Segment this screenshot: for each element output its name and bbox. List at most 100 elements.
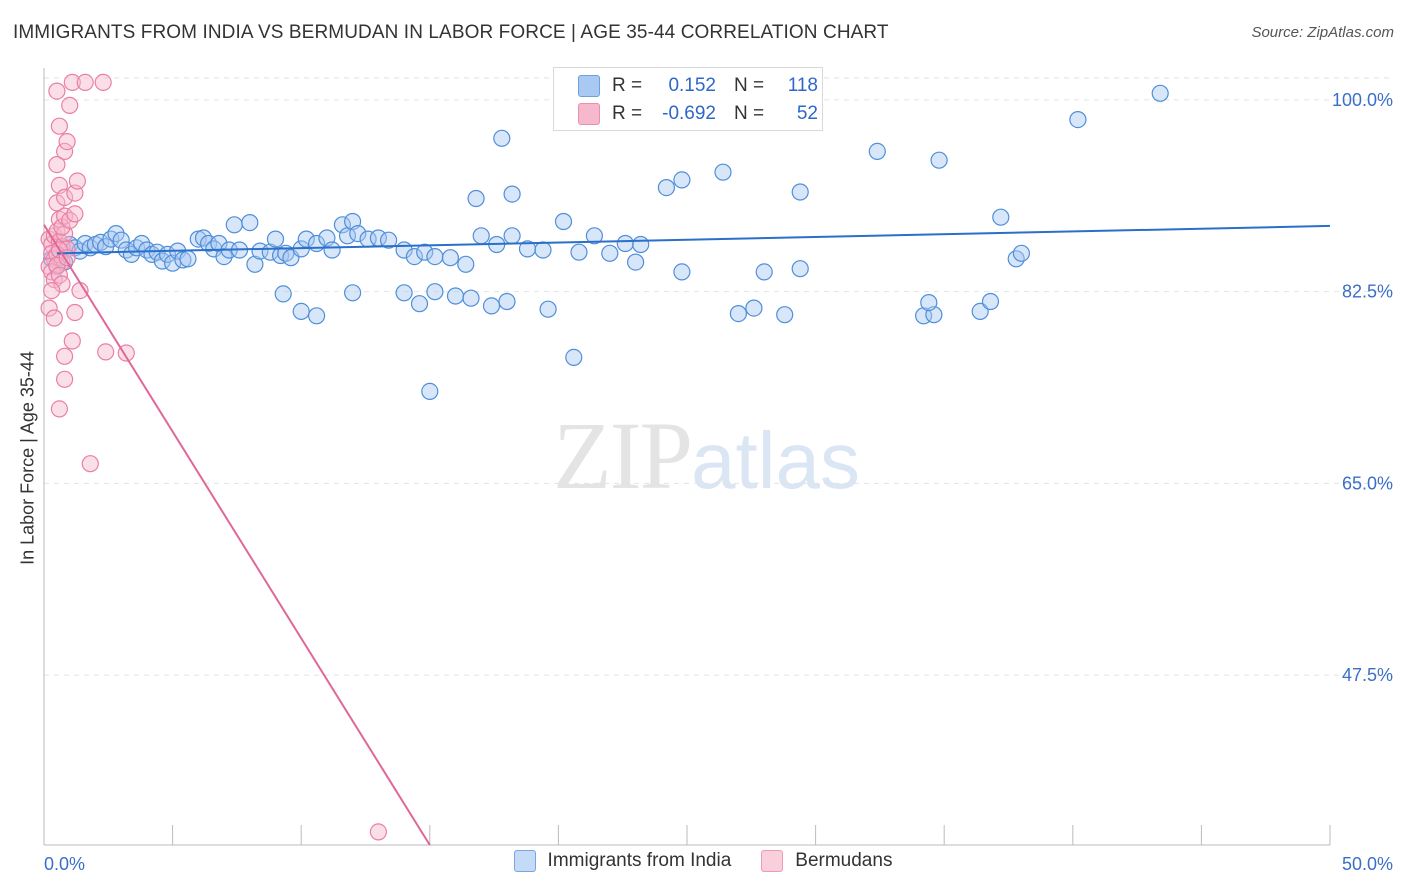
series-legend-bermudans[interactable]: Bermudans — [761, 850, 892, 872]
data-point — [616, 234, 634, 253]
data-point — [441, 249, 459, 267]
data-point — [1012, 244, 1031, 262]
series-name-bermudans: Bermudans — [795, 850, 893, 871]
data-point — [58, 133, 76, 151]
data-point — [714, 163, 732, 181]
data-point — [55, 370, 74, 388]
data-point — [274, 285, 292, 303]
data-point — [55, 347, 74, 365]
legend-swatch-india — [578, 75, 600, 97]
series-swatch-india — [513, 850, 536, 872]
series-india — [43, 84, 1169, 400]
data-point — [729, 305, 748, 323]
data-point — [868, 142, 886, 160]
data-point — [50, 117, 69, 135]
y-tick-label: 47.5% — [1342, 665, 1393, 685]
legend-r-value: -0.692 — [662, 103, 716, 124]
data-point — [498, 292, 516, 311]
data-point — [292, 302, 310, 320]
data-point — [1151, 84, 1169, 102]
data-point — [323, 241, 341, 259]
data-point — [63, 332, 81, 350]
data-point — [626, 253, 645, 271]
legend-n-value: 118 — [787, 75, 818, 96]
data-point — [97, 343, 115, 361]
data-point — [48, 156, 66, 174]
series-legend-india[interactable]: Immigrants from India — [513, 850, 731, 872]
data-point — [981, 292, 1000, 311]
data-point — [1069, 110, 1087, 129]
data-point — [55, 142, 74, 160]
trend-lines — [43, 224, 1331, 846]
legend-row-india: R = 0.152 N = 118 — [578, 72, 818, 100]
data-point — [467, 189, 485, 208]
data-point — [63, 73, 81, 92]
legend-r-label: R = — [612, 103, 643, 124]
correlation-legend: R = 0.152 N = 118 R = -0.692 N = 52 — [553, 67, 823, 131]
data-point — [94, 73, 112, 92]
data-point — [333, 216, 351, 234]
watermark: ZIPatlas — [553, 400, 860, 511]
data-point — [266, 230, 285, 248]
tick-labels: 47.5% 65.0% 82.5% 100.0% 0.0% 50.0% — [44, 90, 1393, 874]
chart-title: IMMIGRANTS FROM INDIA VS BERMUDAN IN LAB… — [13, 22, 889, 43]
data-point — [503, 227, 521, 245]
data-point — [45, 309, 63, 327]
watermark-zip: ZIP — [553, 402, 693, 509]
data-point — [380, 231, 398, 249]
data-point — [210, 234, 228, 253]
data-point — [791, 260, 809, 278]
data-point — [457, 255, 475, 273]
data-point — [565, 348, 583, 366]
legend-r-label: R = — [612, 75, 643, 96]
data-points — [40, 73, 1169, 841]
x-tick-label: 50.0% — [1342, 854, 1393, 874]
data-point — [920, 294, 938, 312]
data-point — [349, 225, 367, 243]
data-point — [48, 82, 66, 100]
data-point — [76, 73, 94, 92]
data-point — [503, 185, 521, 203]
series-bermudans — [40, 73, 387, 841]
data-point — [570, 243, 588, 261]
data-point — [554, 212, 573, 231]
data-point — [81, 455, 99, 473]
data-point — [446, 287, 465, 305]
data-point — [43, 282, 61, 300]
data-point — [673, 263, 691, 281]
data-point — [673, 171, 691, 189]
data-point — [992, 208, 1010, 226]
data-point — [405, 248, 423, 266]
data-point — [50, 400, 69, 418]
data-point — [112, 231, 130, 249]
data-point — [539, 300, 557, 318]
data-point — [40, 299, 58, 317]
trend-line-india — [56, 224, 1331, 255]
data-point — [534, 241, 552, 259]
trend-line-bermudans — [43, 224, 431, 846]
data-point — [426, 283, 444, 301]
series-swatch-bermudans — [761, 850, 784, 872]
data-point — [68, 172, 87, 190]
axes — [43, 68, 1331, 846]
y-tick-label: 100.0% — [1332, 90, 1393, 110]
y-tick-label: 65.0% — [1342, 473, 1393, 493]
data-point — [53, 275, 71, 293]
data-point — [482, 297, 501, 315]
x-tick-label: 0.0% — [44, 854, 85, 874]
data-point — [179, 250, 197, 268]
data-point — [462, 289, 480, 307]
watermark-atlas: atlas — [691, 416, 860, 505]
data-point — [369, 823, 387, 841]
data-point — [55, 188, 74, 206]
data-point — [395, 284, 413, 302]
data-point — [632, 235, 650, 254]
data-point — [410, 295, 429, 313]
legend-r-value: 0.152 — [668, 75, 716, 96]
legend-n-label: N = — [734, 103, 765, 124]
legend-swatch-bermudans — [578, 103, 600, 125]
data-point — [344, 284, 362, 302]
data-point — [971, 302, 989, 320]
source-credit: Source: ZipAtlas.com — [1251, 24, 1394, 41]
